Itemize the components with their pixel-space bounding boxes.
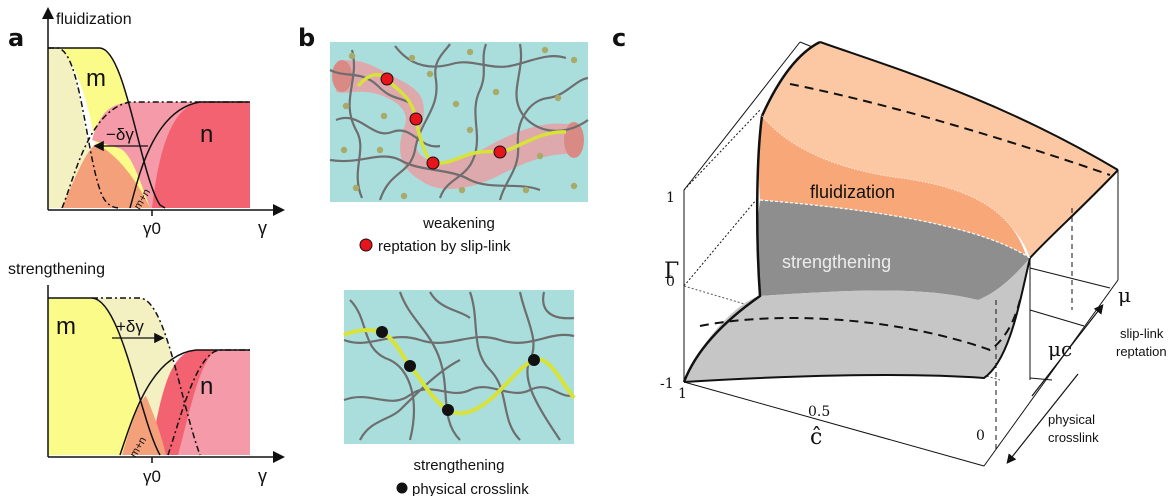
panel-c-letter: c bbox=[612, 24, 626, 52]
mu-label: μ bbox=[1118, 283, 1131, 307]
y-tick-minus1: -1 bbox=[660, 376, 674, 392]
panel-a-top-plot: fluidization m n −δγ m+n γ0 γ bbox=[42, 7, 285, 238]
slip-link-legend-icon bbox=[359, 238, 373, 252]
bottom-m-label: m bbox=[56, 313, 76, 340]
overlap-region bbox=[62, 144, 150, 208]
bottom-gamma0: γ0 bbox=[143, 467, 161, 486]
crosslink-legend-icon bbox=[396, 482, 408, 494]
x-tick-1: 1 bbox=[678, 386, 687, 402]
bottom-shift-label: +δγ bbox=[116, 317, 144, 336]
top-title: fluidization bbox=[56, 11, 132, 28]
bottom-title: strengthening bbox=[8, 261, 105, 278]
n-shifted-region-b bbox=[170, 350, 250, 455]
panel-b: b bbox=[298, 24, 589, 496]
panel-a: a fluidization m n bbox=[8, 7, 285, 486]
top-shift-label: −δγ bbox=[106, 125, 134, 144]
slip-link-legend-text: reptation by slip-link bbox=[378, 238, 511, 255]
top-gamma-axis: γ bbox=[258, 218, 267, 238]
panel-c: c bbox=[612, 24, 1167, 467]
top-m-label: m bbox=[86, 65, 106, 92]
top-gamma0: γ0 bbox=[143, 219, 161, 238]
crosslink-legend-text: physical crosslink bbox=[412, 481, 529, 496]
weakening-caption: weakening bbox=[422, 215, 495, 232]
strengthening-surface-lower bbox=[684, 258, 1030, 382]
panel-a-bottom-plot: strengthening m n +δγ m+n γ0 γ bbox=[8, 261, 285, 486]
bottom-gamma-axis: γ bbox=[258, 466, 267, 486]
m-region-b bbox=[48, 298, 152, 455]
c-hat-axis-label: ĉ bbox=[810, 425, 822, 450]
strengthening-region-label: strengthening bbox=[782, 252, 891, 272]
fluidization-surface-back bbox=[762, 42, 1118, 258]
crosslink-network-box bbox=[343, 290, 576, 444]
n-region bbox=[152, 102, 250, 208]
panel-b-letter: b bbox=[298, 24, 315, 52]
top-n-label: n bbox=[200, 121, 213, 148]
m-shifted-region bbox=[48, 48, 120, 208]
fluidization-region-label: fluidization bbox=[810, 182, 895, 202]
gamma-axis-label: Γ bbox=[664, 259, 679, 284]
strengthening-surface bbox=[757, 200, 1030, 300]
y-tick-0: 0 bbox=[666, 274, 675, 290]
overlap-region-b bbox=[122, 396, 166, 455]
panel-a-letter: a bbox=[8, 24, 24, 52]
x-tick-0: 0 bbox=[976, 428, 985, 444]
slip-link-network-box bbox=[329, 42, 589, 202]
y-tick-1: 1 bbox=[666, 190, 675, 206]
slip-link-label: slip-link bbox=[1120, 326, 1164, 341]
bottom-n-label: n bbox=[200, 373, 213, 400]
crosslink-label: crosslink bbox=[1048, 430, 1099, 445]
strengthening-caption: strengthening bbox=[414, 457, 505, 474]
fluidization-surface-front bbox=[758, 116, 1030, 258]
physical-label: physical bbox=[1048, 412, 1095, 427]
reptation-label: reptation bbox=[1116, 344, 1167, 359]
x-tick-05: 0.5 bbox=[808, 404, 830, 420]
